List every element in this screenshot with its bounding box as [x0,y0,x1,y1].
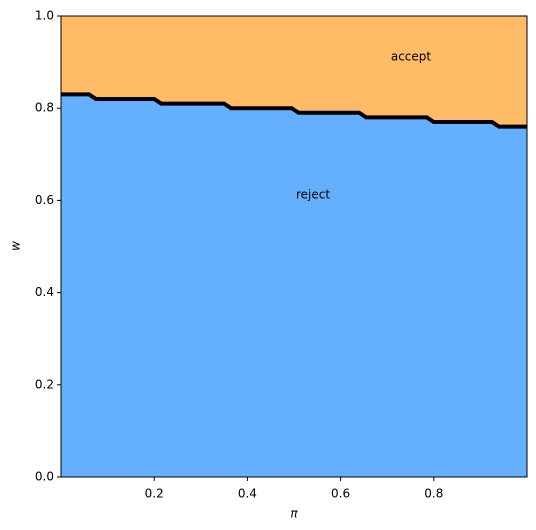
y-tick-label: 0.6 [35,193,54,207]
y-tick-label: 0.4 [35,285,54,299]
area [61,94,527,478]
x-tick-label: 0.8 [424,487,443,501]
y-tick-label: 0.2 [35,377,54,391]
x-tick-label: 0.4 [238,487,257,501]
x-tick-label: 0.2 [145,487,164,501]
annotation: accept [391,50,432,64]
x-tick-label: 0.6 [331,487,350,501]
y-tick-label: 0.0 [35,470,54,484]
x-axis-label: π [290,507,298,521]
plot-frame [60,15,528,478]
y-axis-label: w [9,241,23,251]
y-tick-label: 0.8 [35,101,54,115]
annotation: reject [296,188,330,202]
boundary-line [61,92,527,129]
y-tick-label: 1.0 [35,9,54,23]
